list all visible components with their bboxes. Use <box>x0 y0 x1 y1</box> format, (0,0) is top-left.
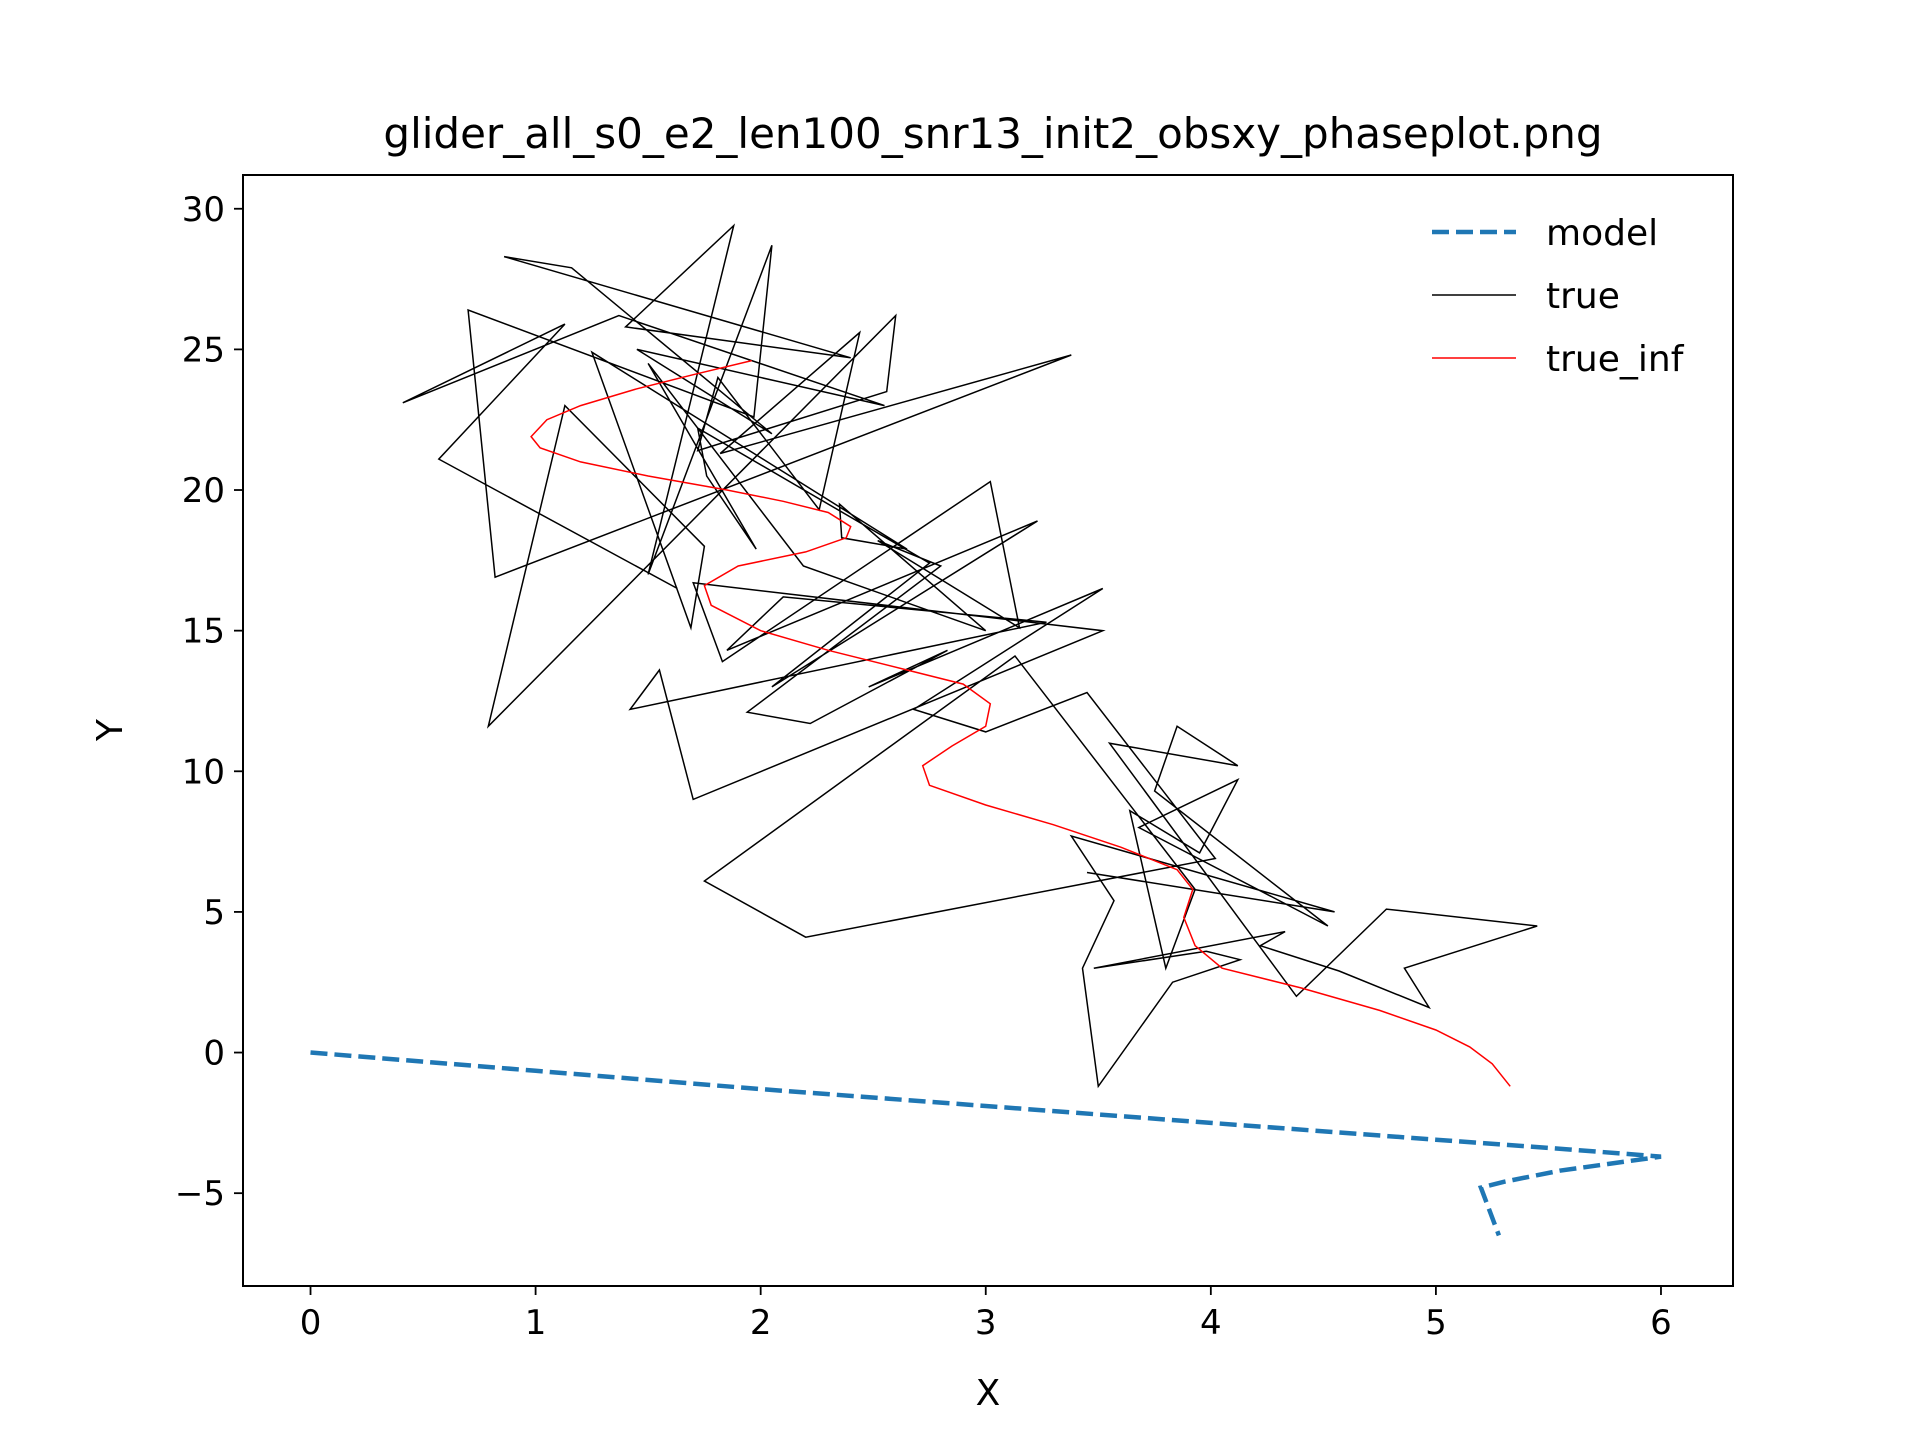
series-line-true <box>402 223 1538 1089</box>
legend: model true true_inf <box>1432 213 1685 380</box>
series-line-model <box>310 1050 1662 1237</box>
y-axis-label: Y <box>90 718 131 742</box>
series-layer <box>310 223 1662 1237</box>
x-tick-label: 4 <box>1200 1303 1222 1343</box>
y-axis: −5 0 5 10 15 20 25 30 <box>175 190 243 1214</box>
x-axis: 0 1 2 3 4 5 6 <box>300 1286 1672 1343</box>
x-tick-label: 0 <box>300 1303 322 1343</box>
y-tick-label: 30 <box>182 190 225 230</box>
plot-frame <box>242 174 1734 1287</box>
y-tick-label: 10 <box>182 752 225 792</box>
y-tick-label: 15 <box>182 612 225 652</box>
legend-label-model: model <box>1546 213 1658 254</box>
series-line-true-inf <box>530 359 1511 1087</box>
x-tick-label: 5 <box>1425 1303 1447 1343</box>
x-tick-label: 6 <box>1650 1303 1672 1343</box>
plot-area <box>242 174 1734 1287</box>
chart-title: glider_all_s0_e2_len100_snr13_init2_obsx… <box>383 109 1602 158</box>
y-tick-label: 0 <box>203 1034 225 1074</box>
legend-label-true: true <box>1546 276 1620 317</box>
y-tick-label: 25 <box>182 330 225 370</box>
x-tick-label: 3 <box>975 1303 997 1343</box>
legend-label-true-inf: true_inf <box>1546 339 1685 380</box>
x-tick-label: 2 <box>750 1303 772 1343</box>
y-tick-label: 5 <box>203 893 225 933</box>
y-tick-label: −5 <box>175 1174 225 1214</box>
y-tick-label: 20 <box>182 471 225 511</box>
x-tick-label: 1 <box>525 1303 547 1343</box>
x-axis-label: X <box>976 1373 1001 1414</box>
